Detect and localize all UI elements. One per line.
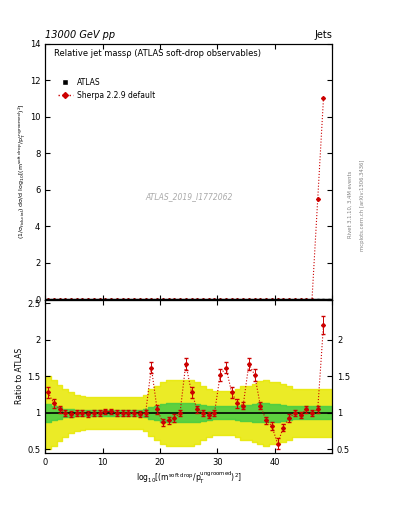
Y-axis label: (1/σ$_{\mathrm{fiducial}}$) dσ/d log$_{10}$[(m$^{\mathrm{soft\ drop}}$/p$_\mathr: (1/σ$_{\mathrm{fiducial}}$) dσ/d log$_{1… bbox=[17, 103, 28, 240]
Text: Relative jet massρ (ATLAS soft-drop observables): Relative jet massρ (ATLAS soft-drop obse… bbox=[54, 49, 261, 58]
Text: mcplots.cern.ch [arXiv:1306.3436]: mcplots.cern.ch [arXiv:1306.3436] bbox=[360, 159, 365, 250]
Y-axis label: Ratio to ATLAS: Ratio to ATLAS bbox=[15, 348, 24, 404]
Text: 13000 GeV pp: 13000 GeV pp bbox=[45, 30, 115, 40]
Text: Rivet 3.1.10, 3.4M events: Rivet 3.1.10, 3.4M events bbox=[348, 171, 353, 239]
Legend: ATLAS, Sherpa 2.2.9 default: ATLAS, Sherpa 2.2.9 default bbox=[58, 78, 155, 100]
Text: Jets: Jets bbox=[314, 30, 332, 40]
X-axis label: log$_{10}$[(m$^{\mathrm{soft\ drop}}$/p$_\mathrm{T}^{\mathrm{ungroomed}}$)$^{2}$: log$_{10}$[(m$^{\mathrm{soft\ drop}}$/p$… bbox=[136, 470, 242, 486]
Text: ATLAS_2019_I1772062: ATLAS_2019_I1772062 bbox=[145, 193, 232, 202]
